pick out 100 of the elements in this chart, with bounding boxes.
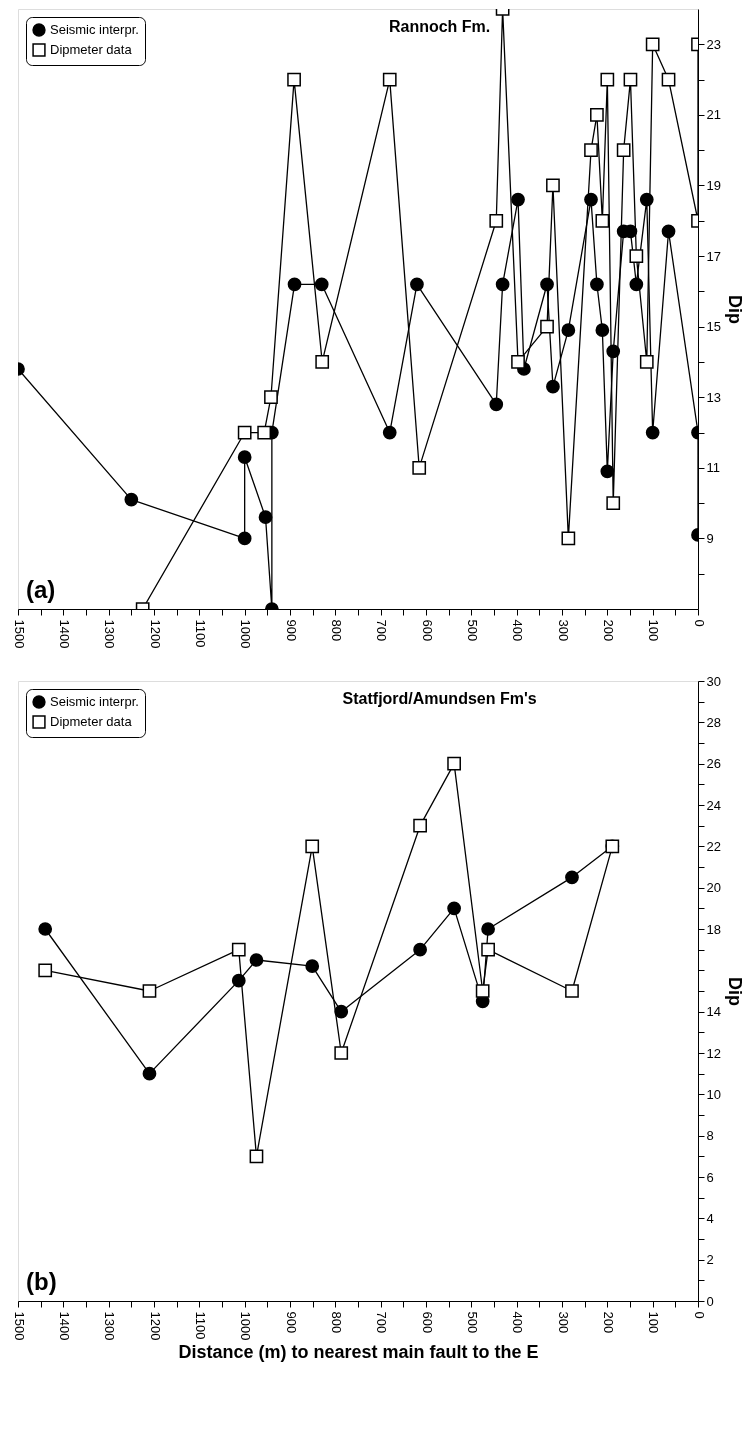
x-tick-label: 700 xyxy=(374,1311,390,1334)
y-axis-title: Dip xyxy=(724,977,745,1006)
y-tick-label: 0 xyxy=(706,1293,714,1309)
y-tick-label: 11 xyxy=(706,460,720,476)
y-tick-label: 23 xyxy=(706,36,721,52)
point xyxy=(410,277,424,292)
point xyxy=(540,319,554,334)
point xyxy=(616,143,631,158)
point xyxy=(249,953,264,967)
point xyxy=(584,143,598,158)
point xyxy=(645,425,660,440)
y-tick-label: 13 xyxy=(706,389,721,405)
point xyxy=(382,72,397,87)
legend-label: Seismic interpr. xyxy=(50,22,139,37)
point xyxy=(629,277,644,292)
point xyxy=(413,942,427,957)
y-tick-label: 9 xyxy=(706,530,714,546)
point xyxy=(231,942,246,957)
point xyxy=(314,277,329,292)
point xyxy=(237,425,252,440)
point xyxy=(249,1149,264,1164)
point xyxy=(606,344,621,359)
point xyxy=(38,963,53,978)
y-tick-label: 6 xyxy=(706,1169,714,1185)
y-tick-label: 4 xyxy=(706,1210,714,1226)
legend-label: Dipmeter data xyxy=(50,714,133,729)
point xyxy=(546,379,560,394)
x-tick-label: 100 xyxy=(646,1311,662,1334)
x-tick-label: 900 xyxy=(283,1311,299,1334)
annotation: (b) xyxy=(26,1268,57,1295)
x-tick-label: 1400 xyxy=(56,619,72,649)
point xyxy=(561,323,576,338)
y-tick-label: 2 xyxy=(706,1252,714,1268)
point xyxy=(639,355,654,369)
point xyxy=(413,818,427,833)
x-tick-label: 1300 xyxy=(102,619,118,649)
point xyxy=(305,839,320,854)
x-tick-label: 500 xyxy=(464,1311,480,1334)
point xyxy=(334,1046,349,1060)
point xyxy=(257,425,272,440)
x-tick-label: 800 xyxy=(328,1311,344,1334)
point xyxy=(565,870,579,885)
text: Statfjord/Amundsen Fm's xyxy=(342,690,537,707)
point xyxy=(606,496,621,510)
point xyxy=(595,323,610,338)
point xyxy=(315,355,330,369)
x-tick-label: 1200 xyxy=(147,1311,163,1341)
x-tick-label: 200 xyxy=(600,619,616,642)
point xyxy=(584,192,598,207)
point xyxy=(561,531,576,546)
point xyxy=(546,178,560,193)
point xyxy=(475,984,490,998)
x-tick-label: 1100 xyxy=(192,1311,208,1340)
y-tick-label: 24 xyxy=(706,797,721,813)
x-tick-label: 900 xyxy=(283,619,299,642)
x-tick-label: 700 xyxy=(374,619,390,642)
y-tick-label: 15 xyxy=(706,319,721,335)
point xyxy=(639,192,654,207)
point xyxy=(629,249,644,263)
x-tick-label: 1000 xyxy=(238,619,254,649)
x-tick-label: 500 xyxy=(464,619,480,642)
x-tick-label: 100 xyxy=(646,619,662,642)
x-tick-label: 200 xyxy=(600,1311,616,1334)
y-tick-label: 21 xyxy=(706,107,721,123)
point xyxy=(287,277,302,292)
point xyxy=(489,397,504,412)
point xyxy=(590,277,604,292)
x-tick-label: 600 xyxy=(419,1311,435,1334)
point xyxy=(661,224,676,239)
x-tick-label: 1100 xyxy=(192,619,208,648)
y-tick-label: 30 xyxy=(706,673,721,689)
x-tick-label: 1000 xyxy=(238,1311,254,1341)
y-tick-label: 14 xyxy=(706,1004,721,1020)
point xyxy=(511,355,525,369)
x-tick-label: 400 xyxy=(510,619,526,642)
point xyxy=(231,973,246,988)
x-tick-label: 600 xyxy=(419,619,435,642)
y-tick-label: 10 xyxy=(706,1086,721,1102)
point xyxy=(237,531,252,546)
point xyxy=(481,942,495,957)
point xyxy=(481,922,495,936)
x-tick-label: 800 xyxy=(328,619,344,642)
point xyxy=(600,72,615,87)
x-tick-label: 300 xyxy=(555,1311,571,1334)
x-tick-label: 1500 xyxy=(11,1311,27,1341)
point xyxy=(447,901,461,916)
point xyxy=(142,1066,157,1081)
point xyxy=(142,984,157,998)
x-axis-title: Distance (m) to nearest main fault to the E xyxy=(178,1342,539,1363)
x-tick-label: 300 xyxy=(555,619,571,642)
point xyxy=(287,72,301,87)
point xyxy=(565,984,579,998)
y-tick-label: 12 xyxy=(706,1045,721,1061)
point xyxy=(124,492,139,507)
point xyxy=(645,37,660,52)
y-tick-label: 19 xyxy=(706,177,721,193)
y-tick-label: 20 xyxy=(706,880,721,896)
point xyxy=(623,72,638,87)
y-tick-label: 28 xyxy=(706,714,721,730)
y-tick-label: 8 xyxy=(706,1128,714,1144)
